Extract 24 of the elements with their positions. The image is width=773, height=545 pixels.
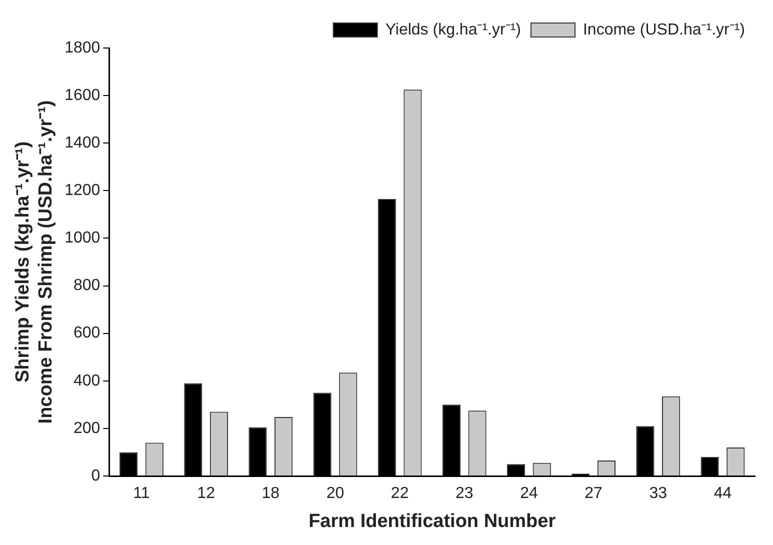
x-tick-label: 22 xyxy=(390,485,409,502)
x-tick-label: 11 xyxy=(133,485,150,502)
x-tick-label: 23 xyxy=(455,485,474,502)
y-tick-label: 400 xyxy=(73,372,100,390)
y-tick-label: 200 xyxy=(73,420,100,437)
y-tick-label: 1200 xyxy=(64,182,100,200)
x-tick-label: 44 xyxy=(714,485,732,502)
x-tick-label: 20 xyxy=(326,485,344,502)
x-tick-label: 33 xyxy=(649,485,668,502)
y-tick-label: 600 xyxy=(73,324,100,342)
x-tick-label: 12 xyxy=(197,485,216,502)
x-axis-title: Farm Identification Number xyxy=(308,510,556,532)
y-tick-label: 1800 xyxy=(64,39,100,56)
legend-label: Yields (kg.ha⁻¹.yr⁻¹) xyxy=(385,21,521,38)
y-tick-label: 1600 xyxy=(64,86,100,104)
x-tick-label: 18 xyxy=(262,485,280,502)
y-tick-label: 1000 xyxy=(64,230,100,247)
y-tick-label: 800 xyxy=(73,277,100,294)
y-tick-label: 1400 xyxy=(64,134,100,152)
legend-label: Income (USD.ha⁻¹.yr⁻¹) xyxy=(582,21,746,38)
x-tick-label: 27 xyxy=(584,485,603,502)
y-axis-title: Shrimp Yields (kg.ha⁻¹.yr⁻¹) Income From Shrimp (USD.ha⁻¹.yr⁻¹) xyxy=(12,100,56,424)
x-tick-label: 24 xyxy=(520,485,538,502)
y-tick-label: 0 xyxy=(91,467,100,484)
